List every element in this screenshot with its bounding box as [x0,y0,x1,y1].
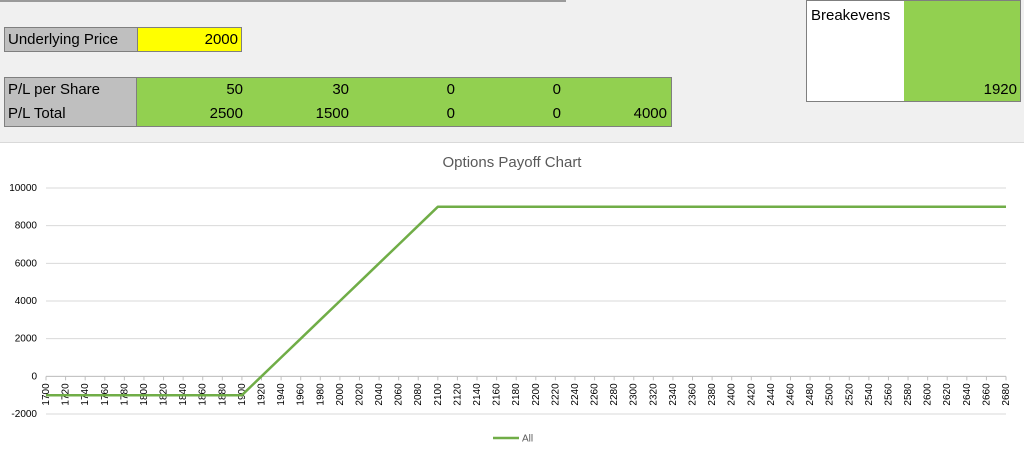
x-tick-label: 1960 [296,383,307,406]
x-tick-label: 2480 [805,383,816,406]
x-tick-label: 2620 [942,383,953,406]
underlying-price-label: Underlying Price [5,28,138,51]
x-tick-label: 2360 [688,383,699,406]
breakevens-value-text: 1920 [983,81,1017,98]
x-tick-label: 2540 [864,383,875,406]
x-tick-label: 2560 [883,383,894,406]
y-tick-label: 0 [31,371,37,382]
x-tick-label: 2640 [962,383,973,406]
x-tick-label: 2280 [609,383,620,406]
x-tick-label: 2080 [413,383,424,406]
pl-per-share-cell-2[interactable]: 30 [332,81,349,98]
underlying-price-input[interactable]: 2000 [138,28,241,51]
pl-total-cell-5[interactable]: 4000 [633,105,667,122]
x-tick-label: 2160 [492,383,503,406]
pl-total-label: P/L Total [5,102,137,126]
x-tick-label: 2040 [374,383,385,406]
chart-title: Options Payoff Chart [443,154,583,171]
x-tick-label: 2260 [590,383,601,406]
x-tick-label: 2060 [394,383,405,406]
y-tick-label: 10000 [9,183,37,194]
top-rule [0,0,566,2]
x-tick-label: 2300 [629,383,640,406]
legend: All [493,434,533,445]
x-tick-label: 2580 [903,383,914,406]
payoff-chart-panel[interactable]: Options Payoff Chart -2000 0 2000 4000 6000 8… [0,142,1024,459]
pl-per-share-cell-3[interactable]: 0 [446,81,455,98]
pl-per-share-label: P/L per Share [5,78,137,102]
pl-total-cell-1[interactable]: 2500 [209,105,243,122]
x-tick-label: 2440 [766,383,777,406]
breakevens-label: Breakevens [811,7,891,24]
x-tick-label: 2420 [746,383,757,406]
pl-per-share-cell-4[interactable]: 0 [552,81,561,98]
underlying-price-row: Underlying Price 2000 [4,27,242,52]
breakevens-value[interactable]: 1920 [904,1,1020,101]
legend-label: All [522,434,533,445]
payoff-chart: Options Payoff Chart -2000 0 2000 4000 6000 8… [9,154,1012,445]
x-tick-label: 2100 [433,383,444,406]
x-tick-label: 2380 [707,383,718,406]
x-tick-label: 2460 [785,383,796,406]
pl-total-row: 2500 1500 0 0 4000 [137,102,671,126]
x-tick-label: 2520 [844,383,855,406]
x-axis-ticks: 1700 1720 1740 1760 1780 1800 1820 1840 1860 1880… [41,375,1012,406]
x-tick-label: 2660 [981,383,992,406]
x-tick-label: 2120 [452,383,463,406]
pl-per-share-cell-1[interactable]: 50 [226,81,243,98]
y-tick-label: -2000 [11,409,37,420]
x-tick-label: 2180 [511,383,522,406]
y-tick-label: 2000 [15,334,38,345]
series-line-0[interactable] [46,205,1006,397]
y-tick-label: 8000 [15,221,38,232]
x-tick-label: 1980 [315,383,326,406]
breakevens-box: Breakevens 1920 [806,0,1021,102]
x-tick-label: 1920 [257,383,268,406]
x-tick-label: 2020 [354,383,365,406]
x-tick-label: 2140 [472,383,483,406]
x-tick-label: 2320 [648,383,659,406]
x-tick-label: 2680 [1001,383,1012,406]
grid-lines [46,187,1006,415]
x-tick-label: 1940 [276,383,287,406]
y-tick-label: 6000 [15,258,38,269]
pl-total-cell-3[interactable]: 0 [446,105,455,122]
y-axis-ticks: -2000 0 2000 4000 6000 8000 10000 [9,183,37,420]
pl-per-share-row: 50 30 0 0 [137,78,671,102]
x-tick-label: 2220 [550,383,561,406]
pl-table: P/L per Share 50 30 0 0 P/L Total 2500 1… [4,77,672,127]
x-tick-label: 2200 [531,383,542,406]
pl-total-cell-2[interactable]: 1500 [315,105,349,122]
x-tick-label: 2000 [335,383,346,406]
y-tick-label: 4000 [15,296,38,307]
x-tick-label: 2240 [570,383,581,406]
x-tick-label: 2400 [727,383,738,406]
x-tick-label: 2600 [923,383,934,406]
x-tick-label: 2500 [825,383,836,406]
series-layer [46,205,1006,397]
x-tick-label: 2340 [668,383,679,406]
pl-total-cell-4[interactable]: 0 [552,105,561,122]
